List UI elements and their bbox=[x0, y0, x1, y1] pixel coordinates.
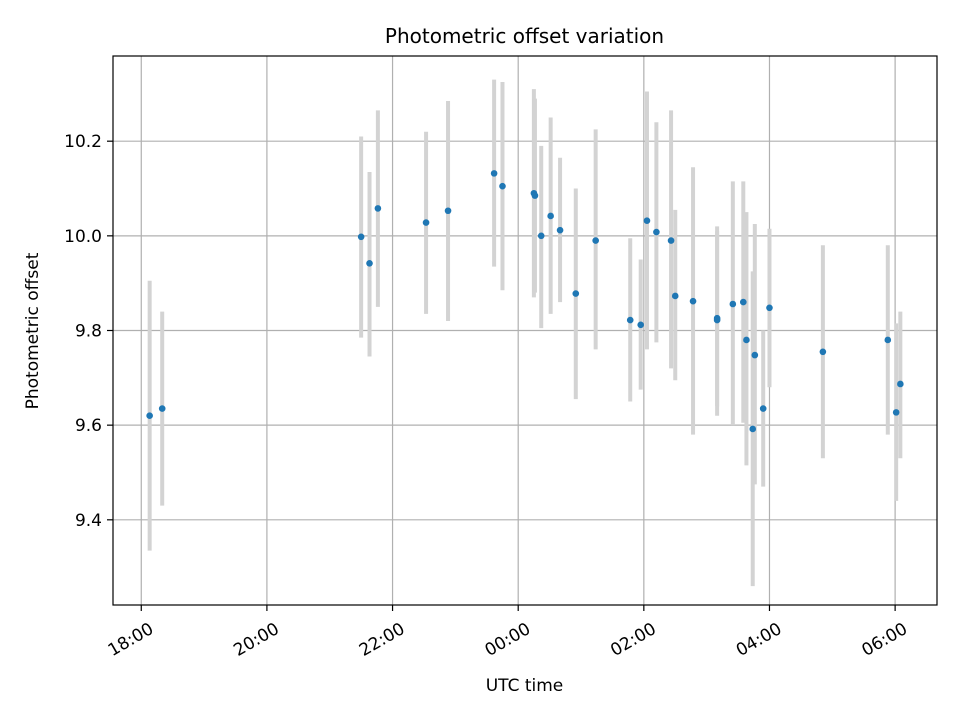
data-point bbox=[626, 316, 634, 324]
data-point bbox=[357, 233, 365, 241]
data-point bbox=[158, 405, 166, 412]
data-point bbox=[667, 237, 675, 244]
data-point bbox=[374, 205, 382, 212]
y-tick-label: 10.0 bbox=[64, 227, 102, 247]
data-point bbox=[897, 380, 904, 388]
y-tick-label: 10.2 bbox=[64, 132, 102, 152]
y-axis-label: Photometric offset bbox=[23, 252, 43, 409]
data-point bbox=[749, 425, 757, 433]
data-point bbox=[422, 219, 430, 226]
data-point bbox=[819, 348, 827, 356]
data-point bbox=[653, 228, 660, 236]
data-point bbox=[499, 182, 506, 190]
data-point bbox=[713, 314, 721, 322]
data-point bbox=[884, 336, 892, 344]
data-point bbox=[146, 412, 153, 419]
y-axis-ticks: 9.4 9.6 9.8 10.0 10.2 bbox=[64, 132, 113, 531]
data-point bbox=[729, 300, 737, 308]
data-points bbox=[146, 170, 904, 433]
data-point bbox=[743, 336, 750, 344]
data-point bbox=[531, 192, 539, 199]
data-point bbox=[556, 226, 564, 234]
data-point bbox=[892, 409, 900, 416]
data-point bbox=[751, 351, 759, 359]
data-point bbox=[740, 298, 747, 306]
y-tick-label: 9.4 bbox=[75, 511, 102, 531]
data-point bbox=[689, 297, 697, 305]
y-tick-label: 9.6 bbox=[75, 416, 102, 436]
data-point bbox=[547, 212, 554, 220]
data-point bbox=[637, 321, 644, 329]
data-point bbox=[444, 207, 452, 215]
data-point bbox=[592, 237, 599, 244]
data-point bbox=[643, 217, 651, 224]
x-axis-label: UTC time bbox=[486, 676, 564, 696]
data-point bbox=[671, 292, 679, 300]
data-point bbox=[766, 304, 773, 312]
data-point bbox=[490, 170, 498, 177]
y-tick-label: 9.8 bbox=[75, 322, 102, 342]
chart-title: Photometric offset variation bbox=[385, 24, 664, 48]
data-point bbox=[759, 405, 767, 412]
data-point bbox=[572, 290, 580, 297]
data-point bbox=[366, 259, 373, 267]
data-point bbox=[537, 232, 545, 240]
